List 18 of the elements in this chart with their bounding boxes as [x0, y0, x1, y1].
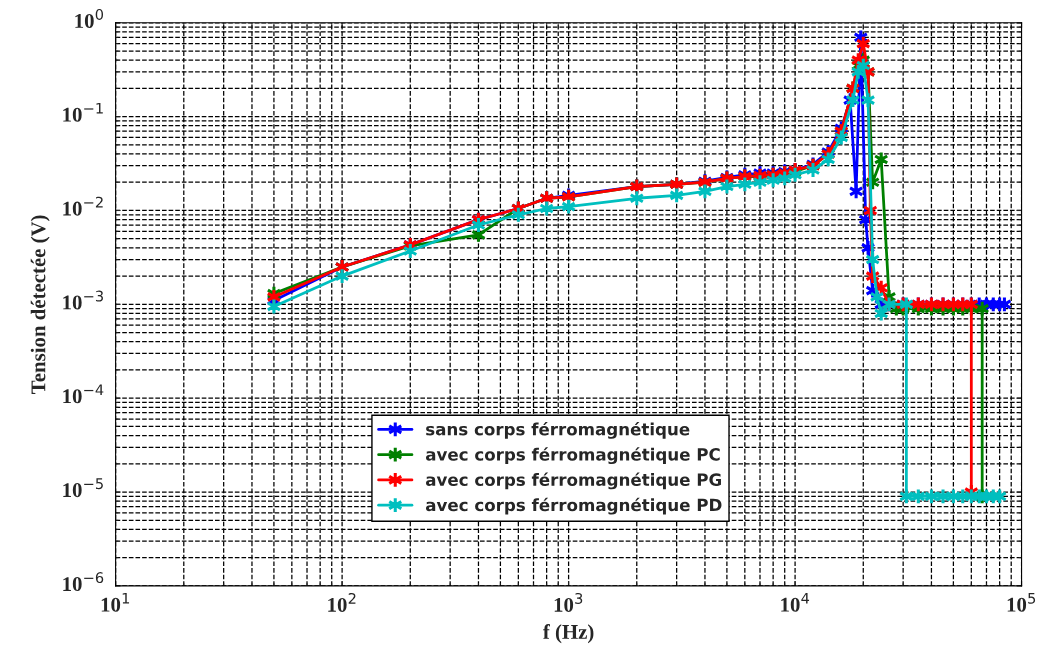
- y-tick-label: 10$^{−3}$: [63, 290, 103, 310]
- x-tick-label: 10$^{3}$: [554, 592, 583, 612]
- y-tick-label: 10$^{−4}$: [63, 384, 104, 404]
- y-tick-label: 10$^{−6}$: [63, 572, 104, 592]
- x-tick-label: 10$^{4}$: [781, 592, 810, 612]
- y-tick-label: 10$^{0}$: [75, 8, 104, 28]
- legend-label: sans corps férromagnétique: [426, 421, 690, 439]
- legend-label: avec corps férromagnétique PG: [425, 472, 721, 490]
- legend-label: avec corps férromagnétique PD: [425, 497, 722, 515]
- y-tick-label: 10$^{−1}$: [63, 102, 103, 122]
- y-tick-label: 10$^{−5}$: [63, 478, 103, 498]
- x-tick-label: 10$^{5}$: [1007, 592, 1036, 612]
- y-axis-title: Tension détectée (V): [30, 215, 50, 394]
- y-tick-label: 10$^{−2}$: [63, 196, 103, 216]
- x-tick-label: 10$^{1}$: [101, 592, 130, 612]
- x-tick-label: 10$^{2}$: [328, 592, 356, 612]
- legend-label: avec corps férromagnétique PC: [425, 447, 720, 465]
- x-axis-title: f (Hz): [543, 624, 594, 644]
